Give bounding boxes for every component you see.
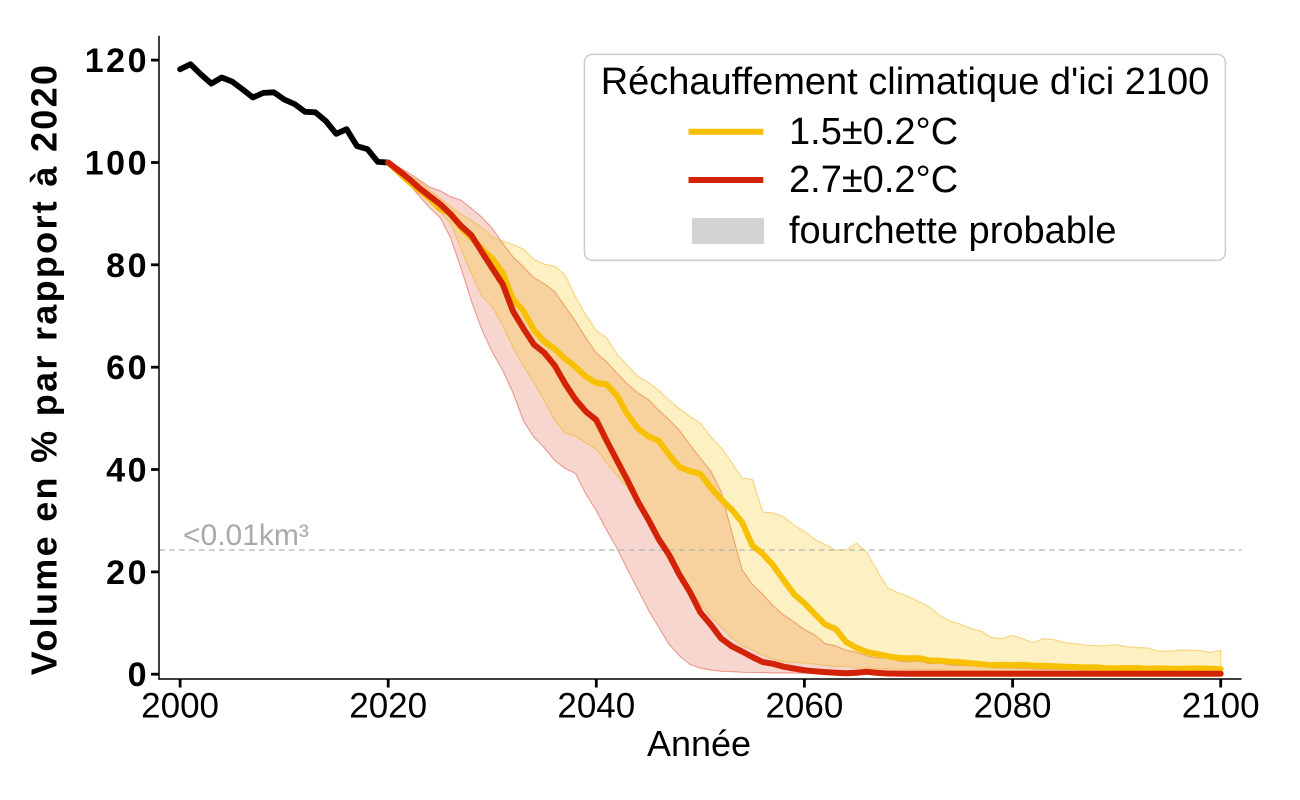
svg-text:Volume en % par rapport à 2020: Volume en % par rapport à 2020 [24,63,65,676]
svg-text:2100: 2100 [1182,687,1260,726]
svg-text:Année: Année [647,723,751,764]
svg-text:fourchette probable: fourchette probable [789,210,1116,252]
svg-text:2020: 2020 [349,687,427,726]
svg-text:60: 60 [106,349,149,387]
svg-text:Réchauffement climatique d'ici: Réchauffement climatique d'ici 2100 [601,61,1210,103]
svg-text:2.7±0.2°C: 2.7±0.2°C [789,159,958,201]
svg-text:120: 120 [85,42,149,80]
svg-text:0: 0 [128,656,149,694]
svg-text:2000: 2000 [141,687,219,726]
svg-text:2040: 2040 [557,687,635,726]
svg-text:80: 80 [106,247,149,285]
svg-text:<0.01km³: <0.01km³ [183,519,309,552]
svg-text:100: 100 [85,145,149,183]
svg-text:1.5±0.2°C: 1.5±0.2°C [789,111,958,153]
svg-text:40: 40 [106,452,149,490]
svg-text:2080: 2080 [974,687,1052,726]
svg-text:2060: 2060 [765,687,843,726]
svg-text:20: 20 [106,554,149,592]
